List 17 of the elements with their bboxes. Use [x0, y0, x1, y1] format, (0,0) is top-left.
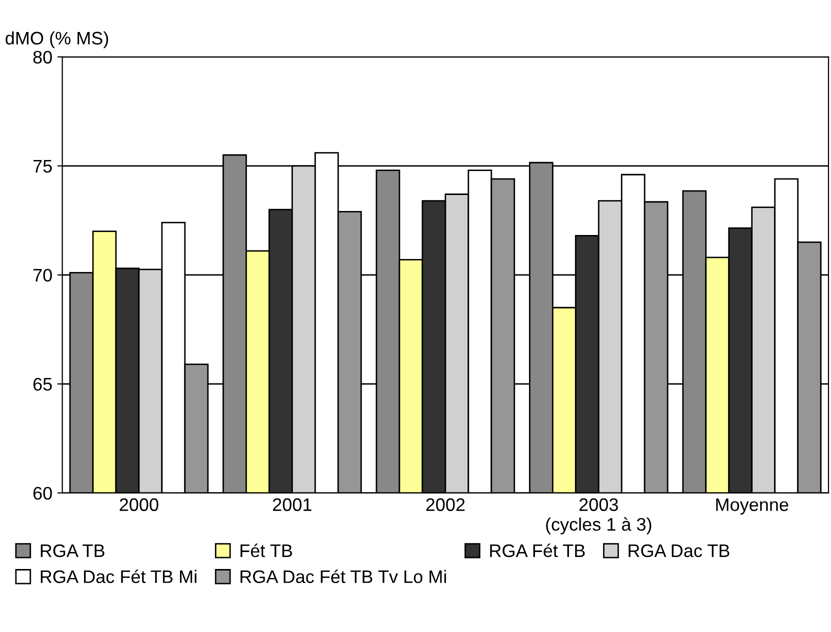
- legend-label: RGA Dac Fét TB Mi: [40, 570, 196, 584]
- x-tick-label: Moyenne: [716, 498, 788, 515]
- y-axis-title: dMO (% MS): [6, 31, 108, 48]
- y-tick-label: 60: [33, 486, 52, 500]
- y-tick-label: 75: [33, 160, 52, 173]
- legend-label: Fét TB: [240, 544, 292, 558]
- legend-label: RGA TB: [40, 544, 104, 558]
- x-tick-label: 2001: [273, 498, 312, 512]
- y-tick-label: 80: [33, 50, 52, 64]
- legend-label: RGA Dac Fét TB Tv Lo Mi: [240, 570, 446, 584]
- x-tick-label: 2003 (cycles 1 à 3): [546, 498, 652, 534]
- legend-label: RGA Fét TB: [490, 544, 585, 558]
- y-tick-label: 65: [33, 378, 52, 391]
- legend-label: RGA Dac TB: [628, 544, 730, 558]
- x-tick-label: 2000: [120, 498, 158, 512]
- x-tick-label: 2002: [426, 498, 465, 512]
- y-tick-label: 70: [33, 268, 52, 282]
